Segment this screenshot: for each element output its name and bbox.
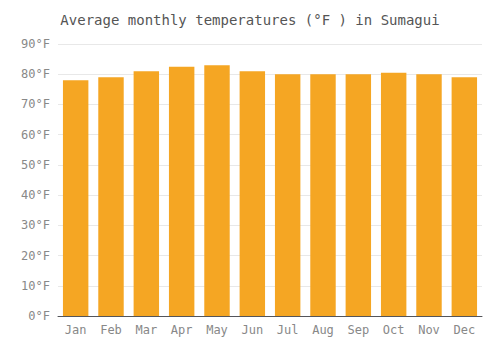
svg-text:Aug: Aug	[312, 323, 334, 337]
svg-text:30°F: 30°F	[21, 218, 50, 232]
svg-text:70°F: 70°F	[21, 97, 50, 111]
svg-text:0°F: 0°F	[28, 309, 50, 323]
svg-text:80°F: 80°F	[21, 67, 50, 81]
svg-text:20°F: 20°F	[21, 249, 50, 263]
svg-text:Mar: Mar	[135, 323, 157, 337]
svg-text:10°F: 10°F	[21, 279, 50, 293]
svg-text:Apr: Apr	[171, 323, 193, 337]
svg-text:90°F: 90°F	[21, 37, 50, 51]
svg-text:50°F: 50°F	[21, 158, 50, 172]
svg-text:Jul: Jul	[277, 323, 299, 337]
svg-text:Dec: Dec	[453, 323, 475, 337]
svg-text:Feb: Feb	[100, 323, 122, 337]
svg-text:Average monthly temperatures (: Average monthly temperatures (°F ) in Su…	[60, 12, 439, 28]
svg-text:May: May	[206, 323, 228, 337]
svg-text:Jun: Jun	[241, 323, 263, 337]
svg-text:Oct: Oct	[383, 323, 405, 337]
svg-text:Nov: Nov	[418, 323, 440, 337]
svg-text:60°F: 60°F	[21, 128, 50, 142]
svg-text:Sep: Sep	[347, 323, 369, 337]
svg-text:Jan: Jan	[65, 323, 87, 337]
svg-text:40°F: 40°F	[21, 188, 50, 202]
